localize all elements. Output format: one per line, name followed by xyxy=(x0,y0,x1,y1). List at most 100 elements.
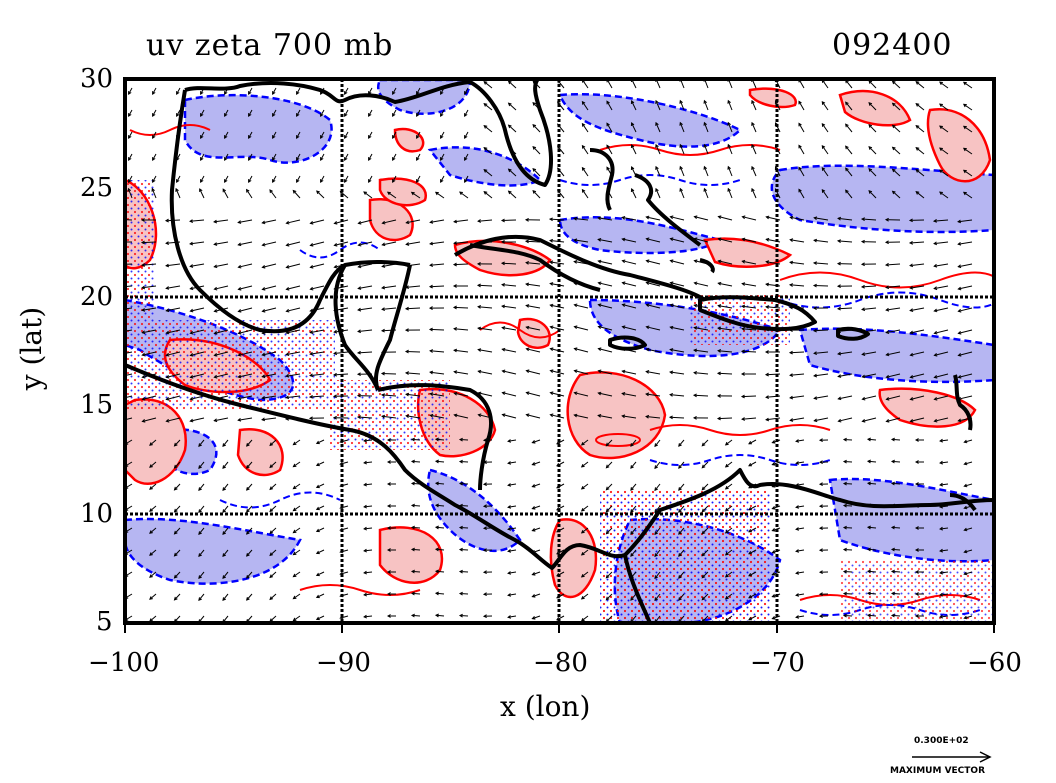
wind-vector xyxy=(128,131,133,139)
wind-vector-head xyxy=(434,547,439,552)
wind-vector-head xyxy=(222,465,226,469)
wind-vector-head xyxy=(549,238,553,243)
wind-vector-head xyxy=(765,417,770,422)
wind-vector-head xyxy=(727,121,731,126)
wind-vector-head xyxy=(748,617,752,621)
wind-vector xyxy=(269,527,277,534)
wind-vector xyxy=(622,304,637,309)
wind-vector xyxy=(751,144,757,155)
wind-vector-head xyxy=(173,486,178,491)
wind-vector-head xyxy=(357,220,362,225)
wind-vector xyxy=(796,571,805,574)
wind-vector-head xyxy=(381,285,386,290)
wind-vector-head xyxy=(261,374,266,379)
wind-vector-head xyxy=(434,437,439,442)
wind-vector-head xyxy=(909,352,914,357)
wind-vector-head xyxy=(693,326,698,330)
wind-vector xyxy=(435,504,445,507)
wind-vector-head xyxy=(507,190,512,195)
wind-vector xyxy=(939,125,949,133)
wind-vector xyxy=(598,217,613,221)
wind-vector-head xyxy=(549,347,554,352)
wind-vector-head xyxy=(531,506,536,510)
wind-vector-head xyxy=(915,147,920,151)
wind-vector xyxy=(382,241,397,246)
wind-vector xyxy=(751,122,757,133)
wind-vector xyxy=(751,100,757,111)
wind-vector-head xyxy=(363,191,368,195)
wind-vector-head xyxy=(957,374,962,379)
wind-vector-head xyxy=(890,547,896,552)
wind-vector-head xyxy=(914,460,919,464)
wind-vector-head xyxy=(381,242,386,247)
wind-vector-head xyxy=(248,113,252,117)
wind-vector xyxy=(958,417,973,422)
wind-vector-head xyxy=(224,135,228,139)
wind-vector-head xyxy=(692,393,697,398)
wind-vector xyxy=(772,615,781,620)
wind-vector xyxy=(166,329,181,334)
wind-vector xyxy=(550,326,565,331)
wind-vector xyxy=(430,414,445,419)
wind-vector-head xyxy=(818,438,823,443)
wind-vector xyxy=(581,439,589,446)
wind-vector xyxy=(725,571,733,578)
wind-vector-head xyxy=(380,371,385,376)
wind-vector xyxy=(766,261,781,265)
wind-vector xyxy=(748,571,757,577)
wind-vector xyxy=(411,191,421,199)
wind-vector xyxy=(598,414,613,419)
wind-vector-head xyxy=(200,179,204,183)
wind-vector-head xyxy=(363,504,368,509)
wind-vector xyxy=(606,461,613,469)
wind-vector-head xyxy=(476,240,481,245)
wind-vector-head xyxy=(525,325,530,330)
wind-vector-head xyxy=(866,503,871,508)
wind-vector-head xyxy=(149,486,153,490)
wind-vector xyxy=(915,191,925,199)
wind-vector xyxy=(678,571,685,579)
wind-vector xyxy=(363,191,373,199)
wind-vector-head xyxy=(261,330,266,335)
wind-vector-head xyxy=(222,575,226,579)
wind-vector xyxy=(574,218,589,221)
wind-vector xyxy=(964,593,973,597)
wind-vector xyxy=(174,461,181,469)
wind-vector xyxy=(128,153,133,161)
wind-vector-head xyxy=(309,243,314,247)
wind-vector-head xyxy=(149,574,153,578)
wind-vector-head xyxy=(405,242,410,246)
wind-vector xyxy=(478,327,493,331)
wind-vector xyxy=(670,216,685,221)
wind-vector-head xyxy=(727,187,731,192)
wind-vector-head xyxy=(842,547,847,552)
wind-vector xyxy=(508,80,517,89)
wind-vector-head xyxy=(630,443,634,447)
wind-vector-head xyxy=(740,394,745,399)
wind-vector xyxy=(416,131,421,139)
wind-vector-head xyxy=(645,392,650,397)
wind-vector-head xyxy=(717,349,722,353)
wind-vector xyxy=(701,549,709,557)
wind-vector xyxy=(222,505,229,513)
wind-vector xyxy=(344,109,349,117)
wind-vector-head xyxy=(795,571,800,575)
wind-vector-head xyxy=(890,525,896,530)
wind-vector-head xyxy=(272,135,276,139)
wind-vector-head xyxy=(269,574,274,579)
wind-vector-head xyxy=(573,238,578,243)
wind-vector-head xyxy=(453,241,457,245)
wind-vector-head xyxy=(915,125,920,129)
wind-vector xyxy=(238,417,253,421)
wind-vector xyxy=(440,131,445,139)
wind-vector-head xyxy=(482,548,487,553)
wind-vector xyxy=(174,615,181,623)
wind-vector-head xyxy=(381,264,386,268)
wind-vector-head xyxy=(482,504,487,509)
wind-vector-head xyxy=(621,303,626,307)
wind-vector-head xyxy=(813,216,818,220)
wind-vector-head xyxy=(963,571,968,576)
wind-vector-head xyxy=(525,369,530,374)
wind-vector xyxy=(532,190,541,199)
wind-vector-head xyxy=(573,260,578,264)
